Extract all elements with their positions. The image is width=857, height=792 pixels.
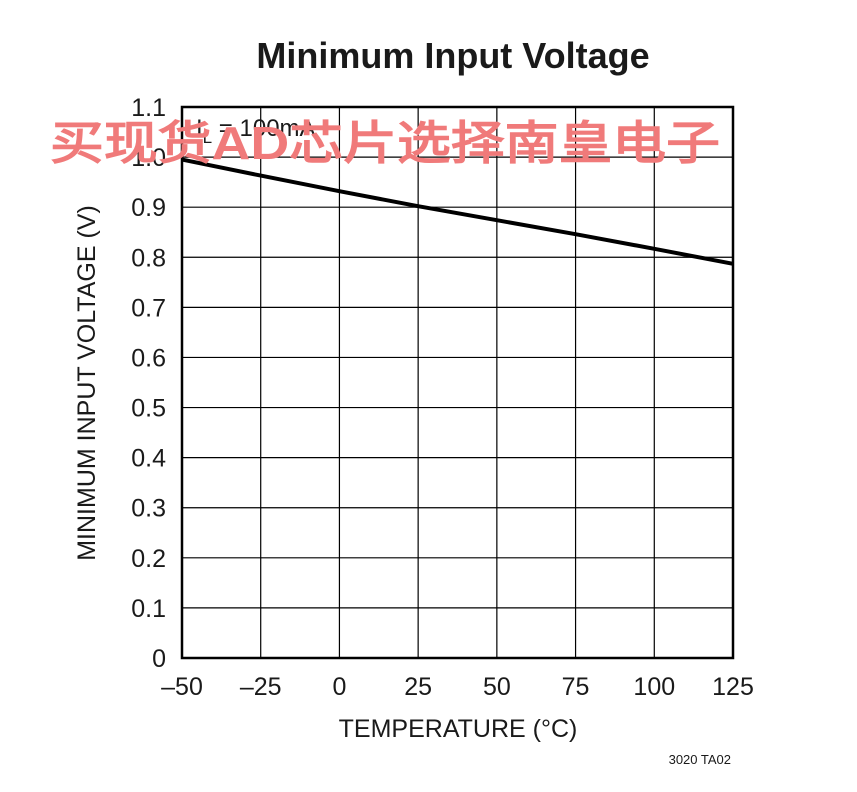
series-line-0	[181, 157, 734, 266]
x-tick-label: 100	[633, 673, 675, 701]
load-current-annotation: IL = 100mA	[196, 115, 316, 147]
y-tick-labels: 0 0.1 0.2 0.3 0.4 0.5 0.6 0.7 0.8 0.9 1.0 1.1	[131, 94, 166, 673]
series-layer	[181, 157, 734, 266]
y-tick-label: 0.6	[131, 344, 166, 372]
annotation-subscript: L	[203, 128, 212, 147]
y-tick-label: 0.5	[131, 395, 166, 423]
x-tick-label: –50	[161, 673, 203, 701]
y-tick-label: 0.3	[131, 495, 166, 523]
y-axis-label: MINIMUM INPUT VOLTAGE (V)	[73, 205, 101, 561]
y-tick-label: 0.4	[131, 445, 166, 473]
plot-frame	[180, 105, 735, 660]
x-tick-labels: –50 –25 0 25 50 75 100 125	[161, 673, 754, 701]
y-tick-label: 0.2	[131, 545, 166, 573]
y-tick-label: 1.0	[131, 144, 166, 172]
y-tick-label: 0.9	[131, 194, 166, 222]
chart-title: Minimum Input Voltage	[256, 35, 649, 76]
watermark-text: 买现货AD芯片选择南皇电子	[50, 117, 720, 169]
x-tick-label: 125	[712, 673, 754, 701]
x-tick-label: 75	[562, 673, 590, 701]
x-tick-label: 50	[483, 673, 511, 701]
x-tick-label: 25	[404, 673, 432, 701]
annotation-prefix: I	[196, 115, 203, 142]
figure-code: 3020 TA02	[669, 752, 731, 767]
y-tick-label: 0.8	[131, 244, 166, 272]
x-axis-label: TEMPERATURE (°C)	[339, 715, 578, 743]
y-tick-label: 0.1	[131, 595, 166, 623]
y-tick-label: 0	[152, 645, 166, 673]
x-tick-label: –25	[240, 673, 282, 701]
y-tick-label: 1.1	[131, 94, 166, 122]
y-tick-label: 0.7	[131, 294, 166, 322]
grid	[181, 106, 734, 659]
annotation-suffix: = 100mA	[212, 115, 315, 142]
x-tick-label: 0	[332, 673, 346, 701]
